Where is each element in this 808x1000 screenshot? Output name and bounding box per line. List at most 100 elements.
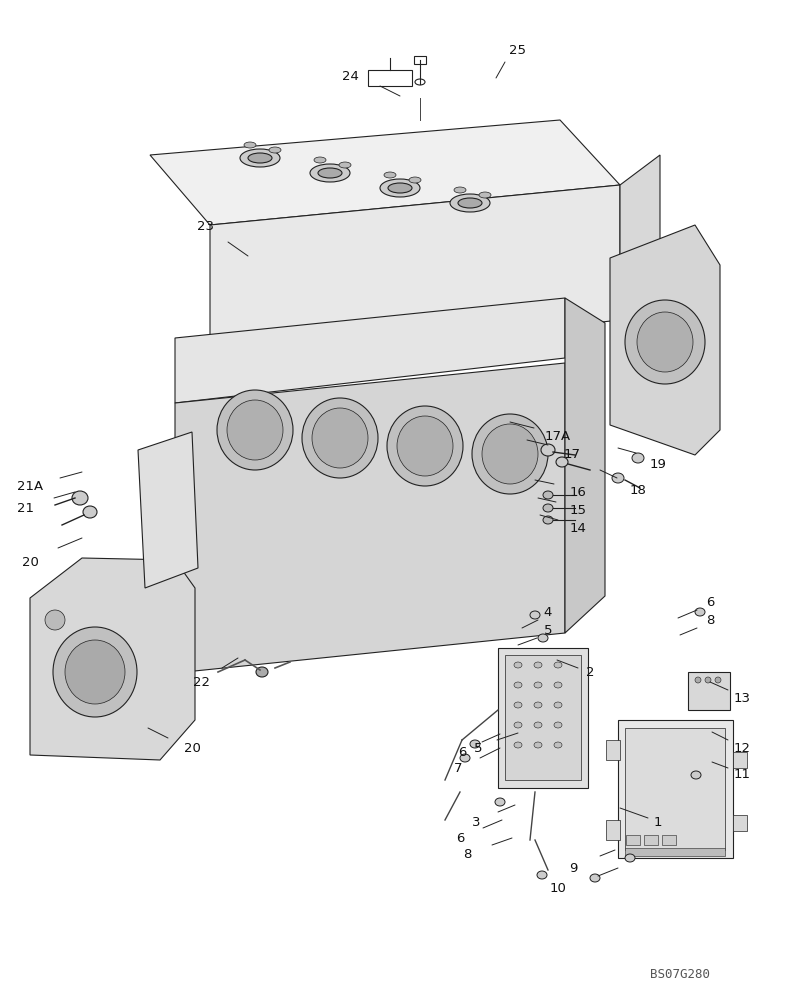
Ellipse shape xyxy=(534,702,542,708)
Text: 4: 4 xyxy=(544,605,552,618)
Ellipse shape xyxy=(695,677,701,683)
Text: 23: 23 xyxy=(197,220,214,232)
Ellipse shape xyxy=(318,168,342,178)
Text: 17A: 17A xyxy=(545,430,571,442)
Text: 6: 6 xyxy=(456,832,464,844)
Ellipse shape xyxy=(538,634,548,642)
Text: 24: 24 xyxy=(342,70,359,83)
Ellipse shape xyxy=(534,682,542,688)
Ellipse shape xyxy=(72,491,88,505)
Ellipse shape xyxy=(460,754,470,762)
Ellipse shape xyxy=(543,516,553,524)
Ellipse shape xyxy=(227,400,283,460)
Ellipse shape xyxy=(472,414,548,494)
Ellipse shape xyxy=(312,408,368,468)
Text: 7: 7 xyxy=(454,762,462,774)
Text: 11: 11 xyxy=(734,768,751,782)
Text: 2: 2 xyxy=(586,666,594,678)
Ellipse shape xyxy=(556,457,568,467)
Bar xyxy=(733,752,747,768)
Ellipse shape xyxy=(450,194,490,212)
Ellipse shape xyxy=(45,610,65,630)
Ellipse shape xyxy=(269,147,281,153)
Ellipse shape xyxy=(543,491,553,499)
Text: 14: 14 xyxy=(570,522,587,534)
Ellipse shape xyxy=(625,854,635,862)
Ellipse shape xyxy=(514,702,522,708)
Ellipse shape xyxy=(409,177,421,183)
Ellipse shape xyxy=(691,771,701,779)
Ellipse shape xyxy=(554,742,562,748)
Bar xyxy=(606,820,620,840)
Ellipse shape xyxy=(482,424,538,484)
Ellipse shape xyxy=(458,198,482,208)
Polygon shape xyxy=(210,185,620,365)
Ellipse shape xyxy=(554,702,562,708)
Bar xyxy=(618,720,733,858)
Ellipse shape xyxy=(543,504,553,512)
Ellipse shape xyxy=(470,740,480,748)
Ellipse shape xyxy=(715,677,721,683)
Text: 5: 5 xyxy=(473,742,482,754)
Text: 3: 3 xyxy=(472,816,480,828)
Ellipse shape xyxy=(479,192,491,198)
Ellipse shape xyxy=(240,149,280,167)
Ellipse shape xyxy=(314,157,326,163)
Ellipse shape xyxy=(310,164,350,182)
Ellipse shape xyxy=(454,187,466,193)
Ellipse shape xyxy=(256,667,268,677)
Bar xyxy=(662,835,676,845)
Bar xyxy=(606,740,620,760)
Bar xyxy=(625,848,725,856)
Text: 22: 22 xyxy=(193,676,211,688)
Bar xyxy=(626,835,640,845)
Ellipse shape xyxy=(53,627,137,717)
Text: 20: 20 xyxy=(22,556,39,568)
Ellipse shape xyxy=(534,722,542,728)
Text: 21: 21 xyxy=(18,502,35,514)
Bar xyxy=(505,655,581,780)
Polygon shape xyxy=(610,225,720,455)
Ellipse shape xyxy=(65,640,125,704)
Ellipse shape xyxy=(625,300,705,384)
Text: 15: 15 xyxy=(570,504,587,516)
Ellipse shape xyxy=(514,682,522,688)
Polygon shape xyxy=(620,155,660,320)
Ellipse shape xyxy=(537,871,547,879)
Bar xyxy=(625,728,725,850)
Text: 6: 6 xyxy=(706,595,714,608)
Ellipse shape xyxy=(415,79,425,85)
Text: 16: 16 xyxy=(570,486,587,498)
Ellipse shape xyxy=(339,162,351,168)
Ellipse shape xyxy=(384,172,396,178)
Ellipse shape xyxy=(397,416,453,476)
Ellipse shape xyxy=(534,662,542,668)
Bar xyxy=(688,672,730,710)
Ellipse shape xyxy=(705,677,711,683)
Ellipse shape xyxy=(388,183,412,193)
Text: 18: 18 xyxy=(629,484,646,496)
Ellipse shape xyxy=(554,722,562,728)
Bar xyxy=(414,56,426,64)
Ellipse shape xyxy=(514,742,522,748)
Ellipse shape xyxy=(514,722,522,728)
Bar xyxy=(733,815,747,831)
Ellipse shape xyxy=(590,874,600,882)
Text: 20: 20 xyxy=(183,742,200,754)
Polygon shape xyxy=(175,363,565,673)
Text: 8: 8 xyxy=(706,613,714,626)
Text: 9: 9 xyxy=(569,861,577,874)
Text: 5: 5 xyxy=(544,624,552,637)
Ellipse shape xyxy=(217,390,293,470)
Text: BS07G280: BS07G280 xyxy=(650,968,710,982)
Text: 19: 19 xyxy=(650,458,667,472)
Polygon shape xyxy=(565,298,605,633)
Ellipse shape xyxy=(554,682,562,688)
Ellipse shape xyxy=(380,179,420,197)
Ellipse shape xyxy=(248,153,272,163)
Ellipse shape xyxy=(530,611,540,619)
Polygon shape xyxy=(175,298,565,403)
Polygon shape xyxy=(138,432,198,588)
Ellipse shape xyxy=(244,142,256,148)
Text: 1: 1 xyxy=(654,816,663,828)
